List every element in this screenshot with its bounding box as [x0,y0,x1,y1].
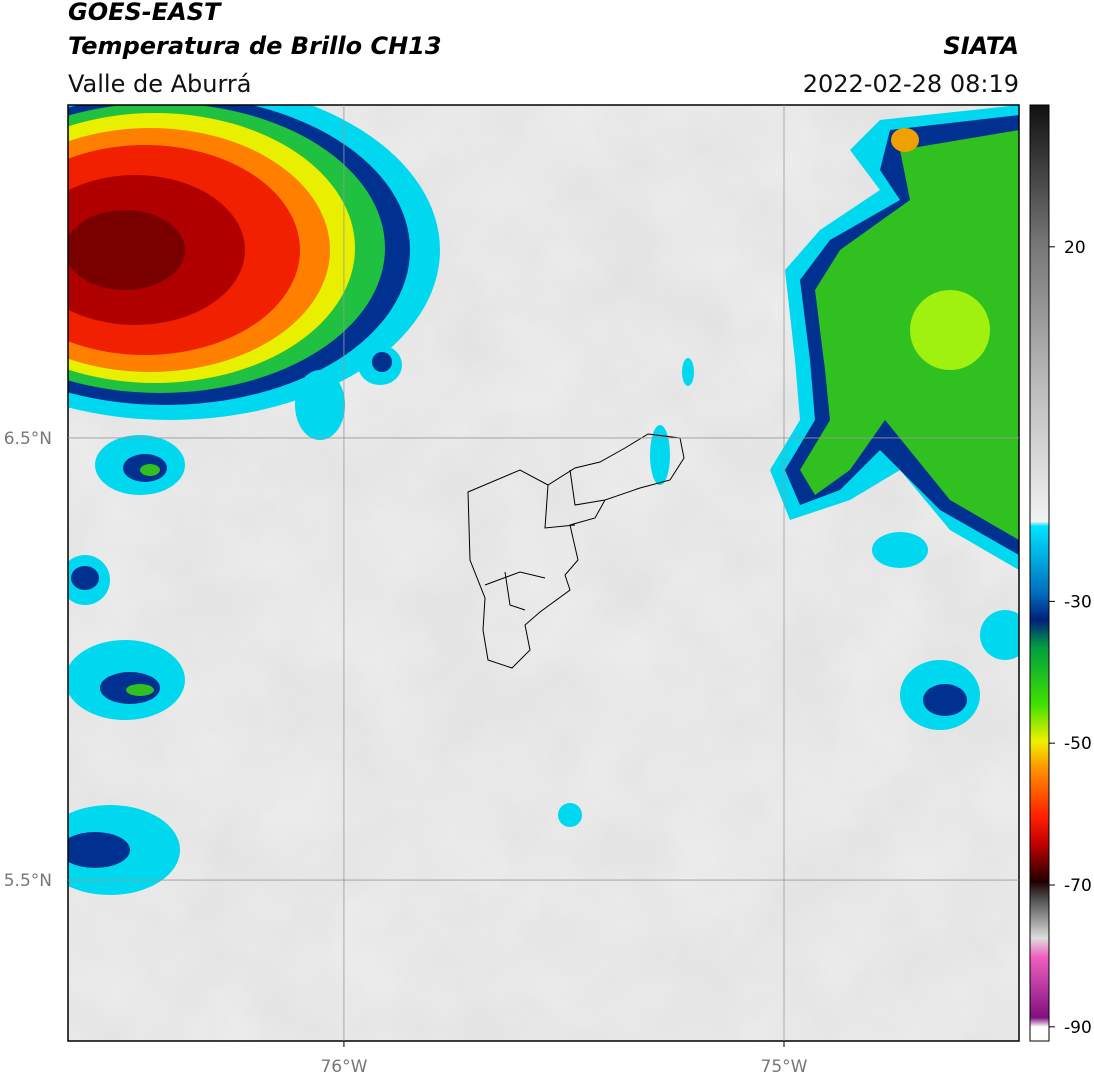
colorbar-tick-label: -50 [1064,734,1092,754]
lon-tick-label: 75°W [761,1057,808,1077]
datetime: 2022-02-28 08:19 [803,70,1019,98]
subtitle: Temperatura de Brillo CH13 [68,32,442,60]
colorbar-tick-label: -90 [1064,1018,1092,1038]
map-field [68,105,1019,1041]
region: Valle de Aburrá [68,70,252,98]
title: GOES-EAST [68,0,222,26]
colorbar-tick-label: 20 [1064,238,1086,258]
colorbar [1029,104,1050,1042]
lat-tick-label: 6.5°N [4,429,52,449]
map-frame [67,104,1020,1042]
source: SIATA [943,32,1019,60]
colorbar-tick-label: -70 [1064,876,1092,896]
lon-tick-label: 76°W [320,1057,367,1077]
lat-tick-label: 5.5°N [4,871,52,891]
colorbar-tick-label: -30 [1064,592,1092,612]
